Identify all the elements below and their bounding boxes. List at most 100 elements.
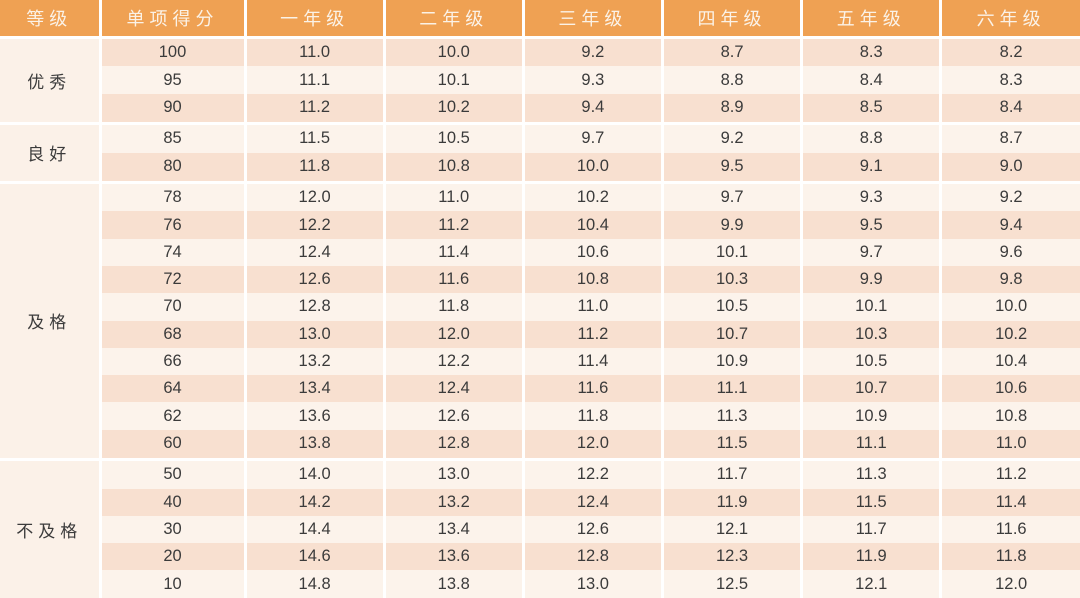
column-header: 单项得分: [100, 0, 247, 39]
column-header: 等级: [0, 0, 102, 39]
time-value-cell: 13.4: [245, 375, 386, 403]
time-value-cell: 9.6: [940, 238, 1080, 267]
table-row: 及格 78 12.0 11.0 10.2 9.7 9.3 9.2: [0, 180, 1080, 460]
time-value-cell: 11.0: [245, 37, 386, 67]
time-value-cell: 12.1: [662, 515, 804, 544]
time-value-cell: 12.8: [384, 429, 525, 460]
time-value-cell: 9.5: [662, 152, 804, 183]
time-value-cell: 9.7: [662, 180, 804, 212]
time-value-cell: 9.3: [523, 66, 664, 94]
time-value-cell: 9.4: [523, 93, 664, 124]
time-value-cell: 11.1: [245, 66, 386, 94]
time-value-cell: 8.9: [662, 93, 804, 124]
time-value-cell: 11.2: [523, 320, 664, 348]
time-value-cell: 9.5: [801, 211, 943, 239]
time-value-cell: 10.5: [662, 293, 804, 321]
time-value-cell: 11.5: [662, 429, 804, 460]
time-value-cell: 13.8: [245, 429, 386, 460]
table-row: 66 13.2 12.2 11.4 10.9 10.5 10.4: [0, 347, 1080, 376]
time-value-cell: 10.8: [940, 402, 1080, 430]
table-row: 70 12.8 11.8 11.0 10.5 10.1 10.0: [0, 293, 1080, 321]
time-value-cell: 14.8: [245, 570, 386, 598]
time-value-cell: 12.4: [245, 238, 386, 267]
time-value-cell: 10.8: [523, 266, 664, 294]
time-value-cell: 11.0: [384, 180, 525, 212]
score-cell: 76: [100, 211, 247, 239]
table-row: 80 11.8 10.8 10.0 9.5 9.1 9.0: [0, 152, 1080, 183]
time-value-cell: 8.3: [940, 66, 1080, 94]
time-value-cell: 11.6: [384, 266, 525, 294]
table-row: 60 13.8 12.8 12.0 11.5 11.1 11.0: [0, 429, 1080, 460]
score-cell: 70: [100, 293, 247, 321]
column-header: 四年级: [662, 0, 804, 39]
table-row: 64 13.4 12.4 11.6 11.1 10.7 10.6: [0, 375, 1080, 403]
time-value-cell: 11.2: [384, 211, 525, 239]
time-value-cell: 11.8: [245, 152, 386, 183]
time-value-cell: 11.9: [801, 543, 943, 571]
score-cell: 60: [100, 429, 247, 460]
time-value-cell: 12.2: [384, 347, 525, 376]
header-row: 等级 单项得分 一年级 二年级 三年级 四年级 五年级 六年级: [0, 0, 1080, 39]
time-value-cell: 11.0: [523, 293, 664, 321]
table-row: 30 14.4 13.4 12.6 12.1 11.7 11.6: [0, 515, 1080, 544]
time-value-cell: 8.5: [801, 93, 943, 124]
time-value-cell: 13.6: [384, 543, 525, 571]
time-value-cell: 12.5: [662, 570, 804, 598]
score-cell: 40: [100, 488, 247, 516]
time-value-cell: 11.4: [940, 488, 1080, 516]
time-value-cell: 10.0: [384, 37, 525, 67]
time-value-cell: 10.7: [662, 320, 804, 348]
time-value-cell: 10.1: [662, 238, 804, 267]
score-cell: 90: [100, 93, 247, 124]
time-value-cell: 8.7: [940, 121, 1080, 153]
time-value-cell: 10.5: [384, 121, 525, 153]
time-value-cell: 9.2: [662, 121, 804, 153]
time-value-cell: 13.2: [384, 488, 525, 516]
time-value-cell: 11.4: [384, 238, 525, 267]
table-row: 90 11.2 10.2 9.4 8.9 8.5 8.4: [0, 93, 1080, 124]
table-row: 40 14.2 13.2 12.4 11.9 11.5 11.4: [0, 488, 1080, 516]
time-value-cell: 11.3: [801, 457, 943, 489]
time-value-cell: 12.0: [940, 570, 1080, 598]
time-value-cell: 12.0: [523, 429, 664, 460]
time-value-cell: 14.2: [245, 488, 386, 516]
time-value-cell: 11.6: [523, 375, 664, 403]
table-row: 76 12.2 11.2 10.4 9.9 9.5 9.4: [0, 211, 1080, 239]
column-header: 三年级: [523, 0, 664, 39]
time-value-cell: 11.8: [940, 543, 1080, 571]
time-value-cell: 9.2: [523, 37, 664, 67]
time-value-cell: 11.4: [523, 347, 664, 376]
time-value-cell: 8.8: [801, 121, 943, 153]
time-value-cell: 14.4: [245, 515, 386, 544]
table-row: 74 12.4 11.4 10.6 10.1 9.7 9.6: [0, 238, 1080, 267]
score-cell: 50: [100, 457, 247, 489]
score-cell: 62: [100, 402, 247, 430]
time-value-cell: 12.0: [384, 320, 525, 348]
time-value-cell: 10.3: [801, 320, 943, 348]
time-value-cell: 9.7: [801, 238, 943, 267]
score-cell: 30: [100, 515, 247, 544]
time-value-cell: 10.4: [940, 347, 1080, 376]
time-value-cell: 10.4: [523, 211, 664, 239]
time-value-cell: 11.9: [662, 488, 804, 516]
score-cell: 100: [100, 37, 247, 67]
column-header: 六年级: [940, 0, 1080, 39]
time-value-cell: 10.6: [523, 238, 664, 267]
time-value-cell: 10.5: [801, 347, 943, 376]
time-value-cell: 13.0: [523, 570, 664, 598]
score-cell: 64: [100, 375, 247, 403]
score-cell: 72: [100, 266, 247, 294]
score-cell: 85: [100, 121, 247, 153]
time-value-cell: 12.4: [523, 488, 664, 516]
grade-category-cell: 不及格: [0, 457, 102, 598]
table-row: 68 13.0 12.0 11.2 10.7 10.3 10.2: [0, 320, 1080, 348]
time-value-cell: 12.6: [245, 266, 386, 294]
time-value-cell: 12.3: [662, 543, 804, 571]
column-header: 五年级: [801, 0, 943, 39]
time-value-cell: 10.9: [662, 347, 804, 376]
time-value-cell: 9.0: [940, 152, 1080, 183]
score-cell: 78: [100, 180, 247, 212]
time-value-cell: 13.6: [245, 402, 386, 430]
time-value-cell: 11.5: [245, 121, 386, 153]
